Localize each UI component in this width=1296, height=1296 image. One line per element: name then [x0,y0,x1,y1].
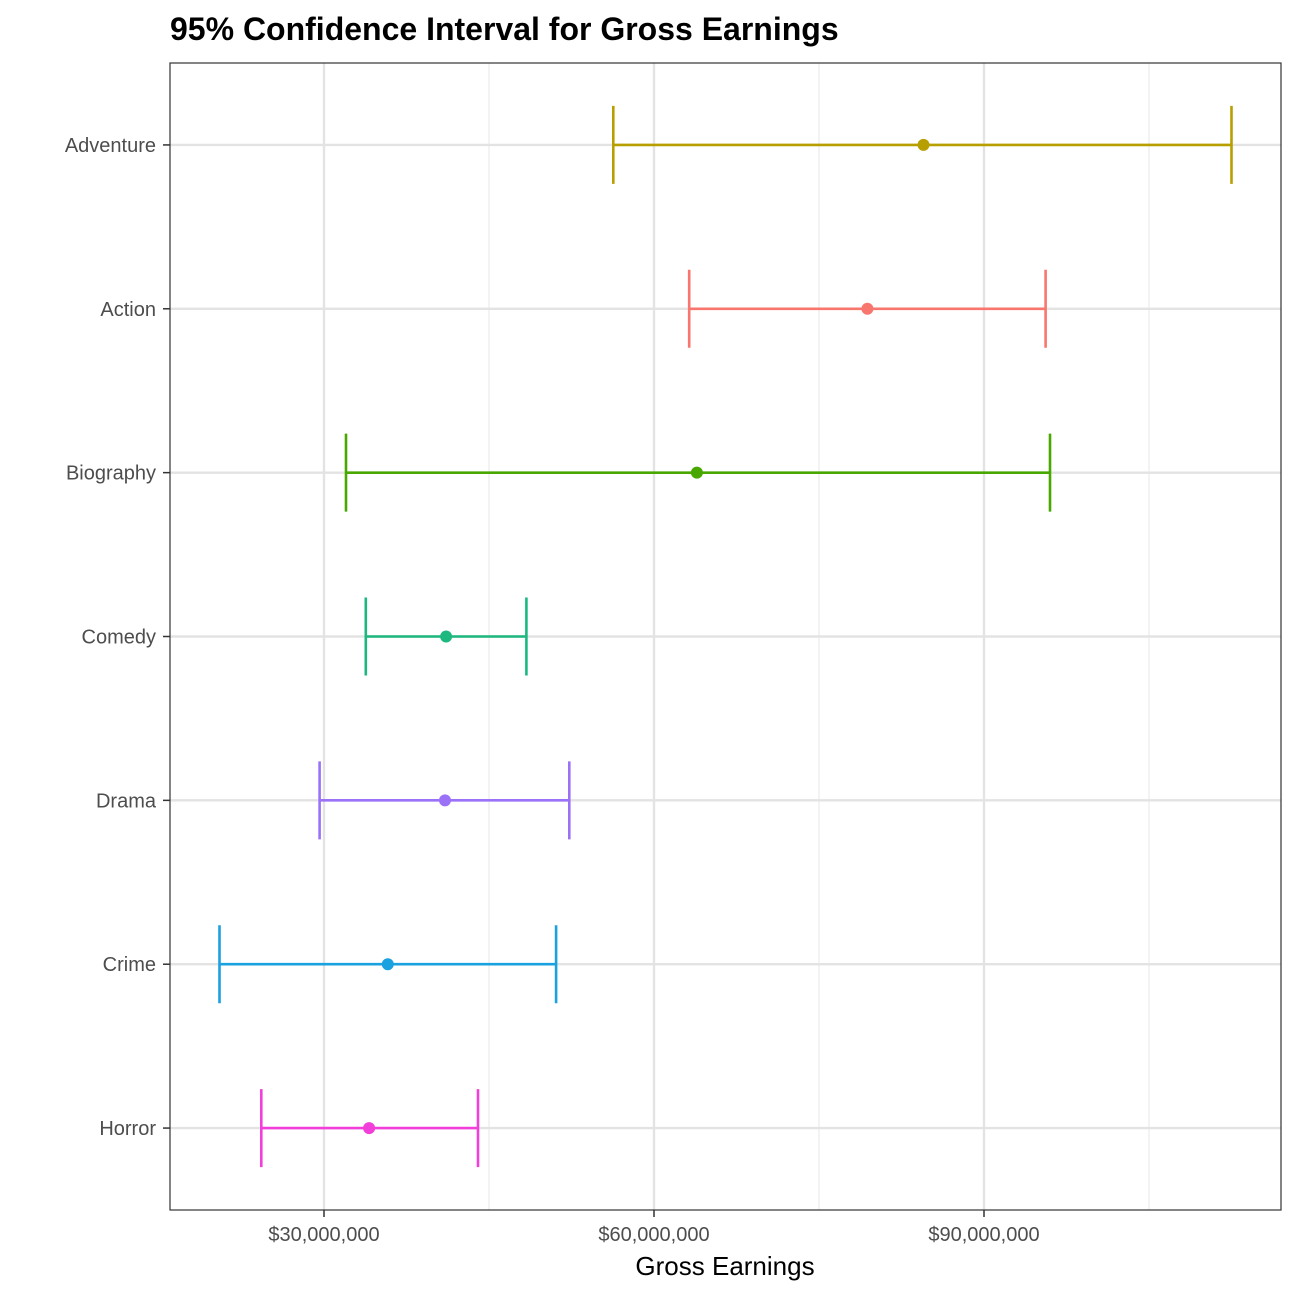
mean-point [690,466,703,479]
error-bar-crime [218,925,558,1004]
y-tick-label: Adventure [65,135,156,157]
mean-point [439,794,451,807]
x-tick-label: $30,000,000 [268,1224,379,1246]
y-tick-label: Comedy [82,627,156,649]
chart-title: 95% Confidence Interval for Gross Earnin… [170,11,839,47]
x-axis-title: Gross Earnings [635,1251,814,1281]
x-tick-label: $60,000,000 [598,1224,709,1246]
y-tick-label: Action [100,299,156,321]
mean-point [381,958,394,971]
error-bar-drama [318,761,571,840]
error-bars [218,105,1233,1168]
mean-point [861,302,874,315]
error-bar-action [687,269,1047,348]
x-axis: $30,000,000 $60,000,000 $90,000,000 [268,1210,1040,1246]
y-tick-label: Drama [96,790,157,812]
x-tick-label: $90,000,000 [928,1224,1039,1246]
error-bar-horror [259,1089,480,1168]
error-bar-adventure [611,105,1233,184]
error-bar-comedy [364,597,528,676]
mean-point [363,1122,376,1135]
mean-point [917,138,930,151]
y-tick-label: Horror [99,1118,156,1140]
error-bar-biography [344,433,1052,512]
mean-point [440,630,453,643]
y-tick-label: Crime [103,954,156,976]
y-tick-label: Biography [66,463,156,485]
y-axis: Adventure Action Biography Comedy Drama Crime… [65,135,170,1140]
